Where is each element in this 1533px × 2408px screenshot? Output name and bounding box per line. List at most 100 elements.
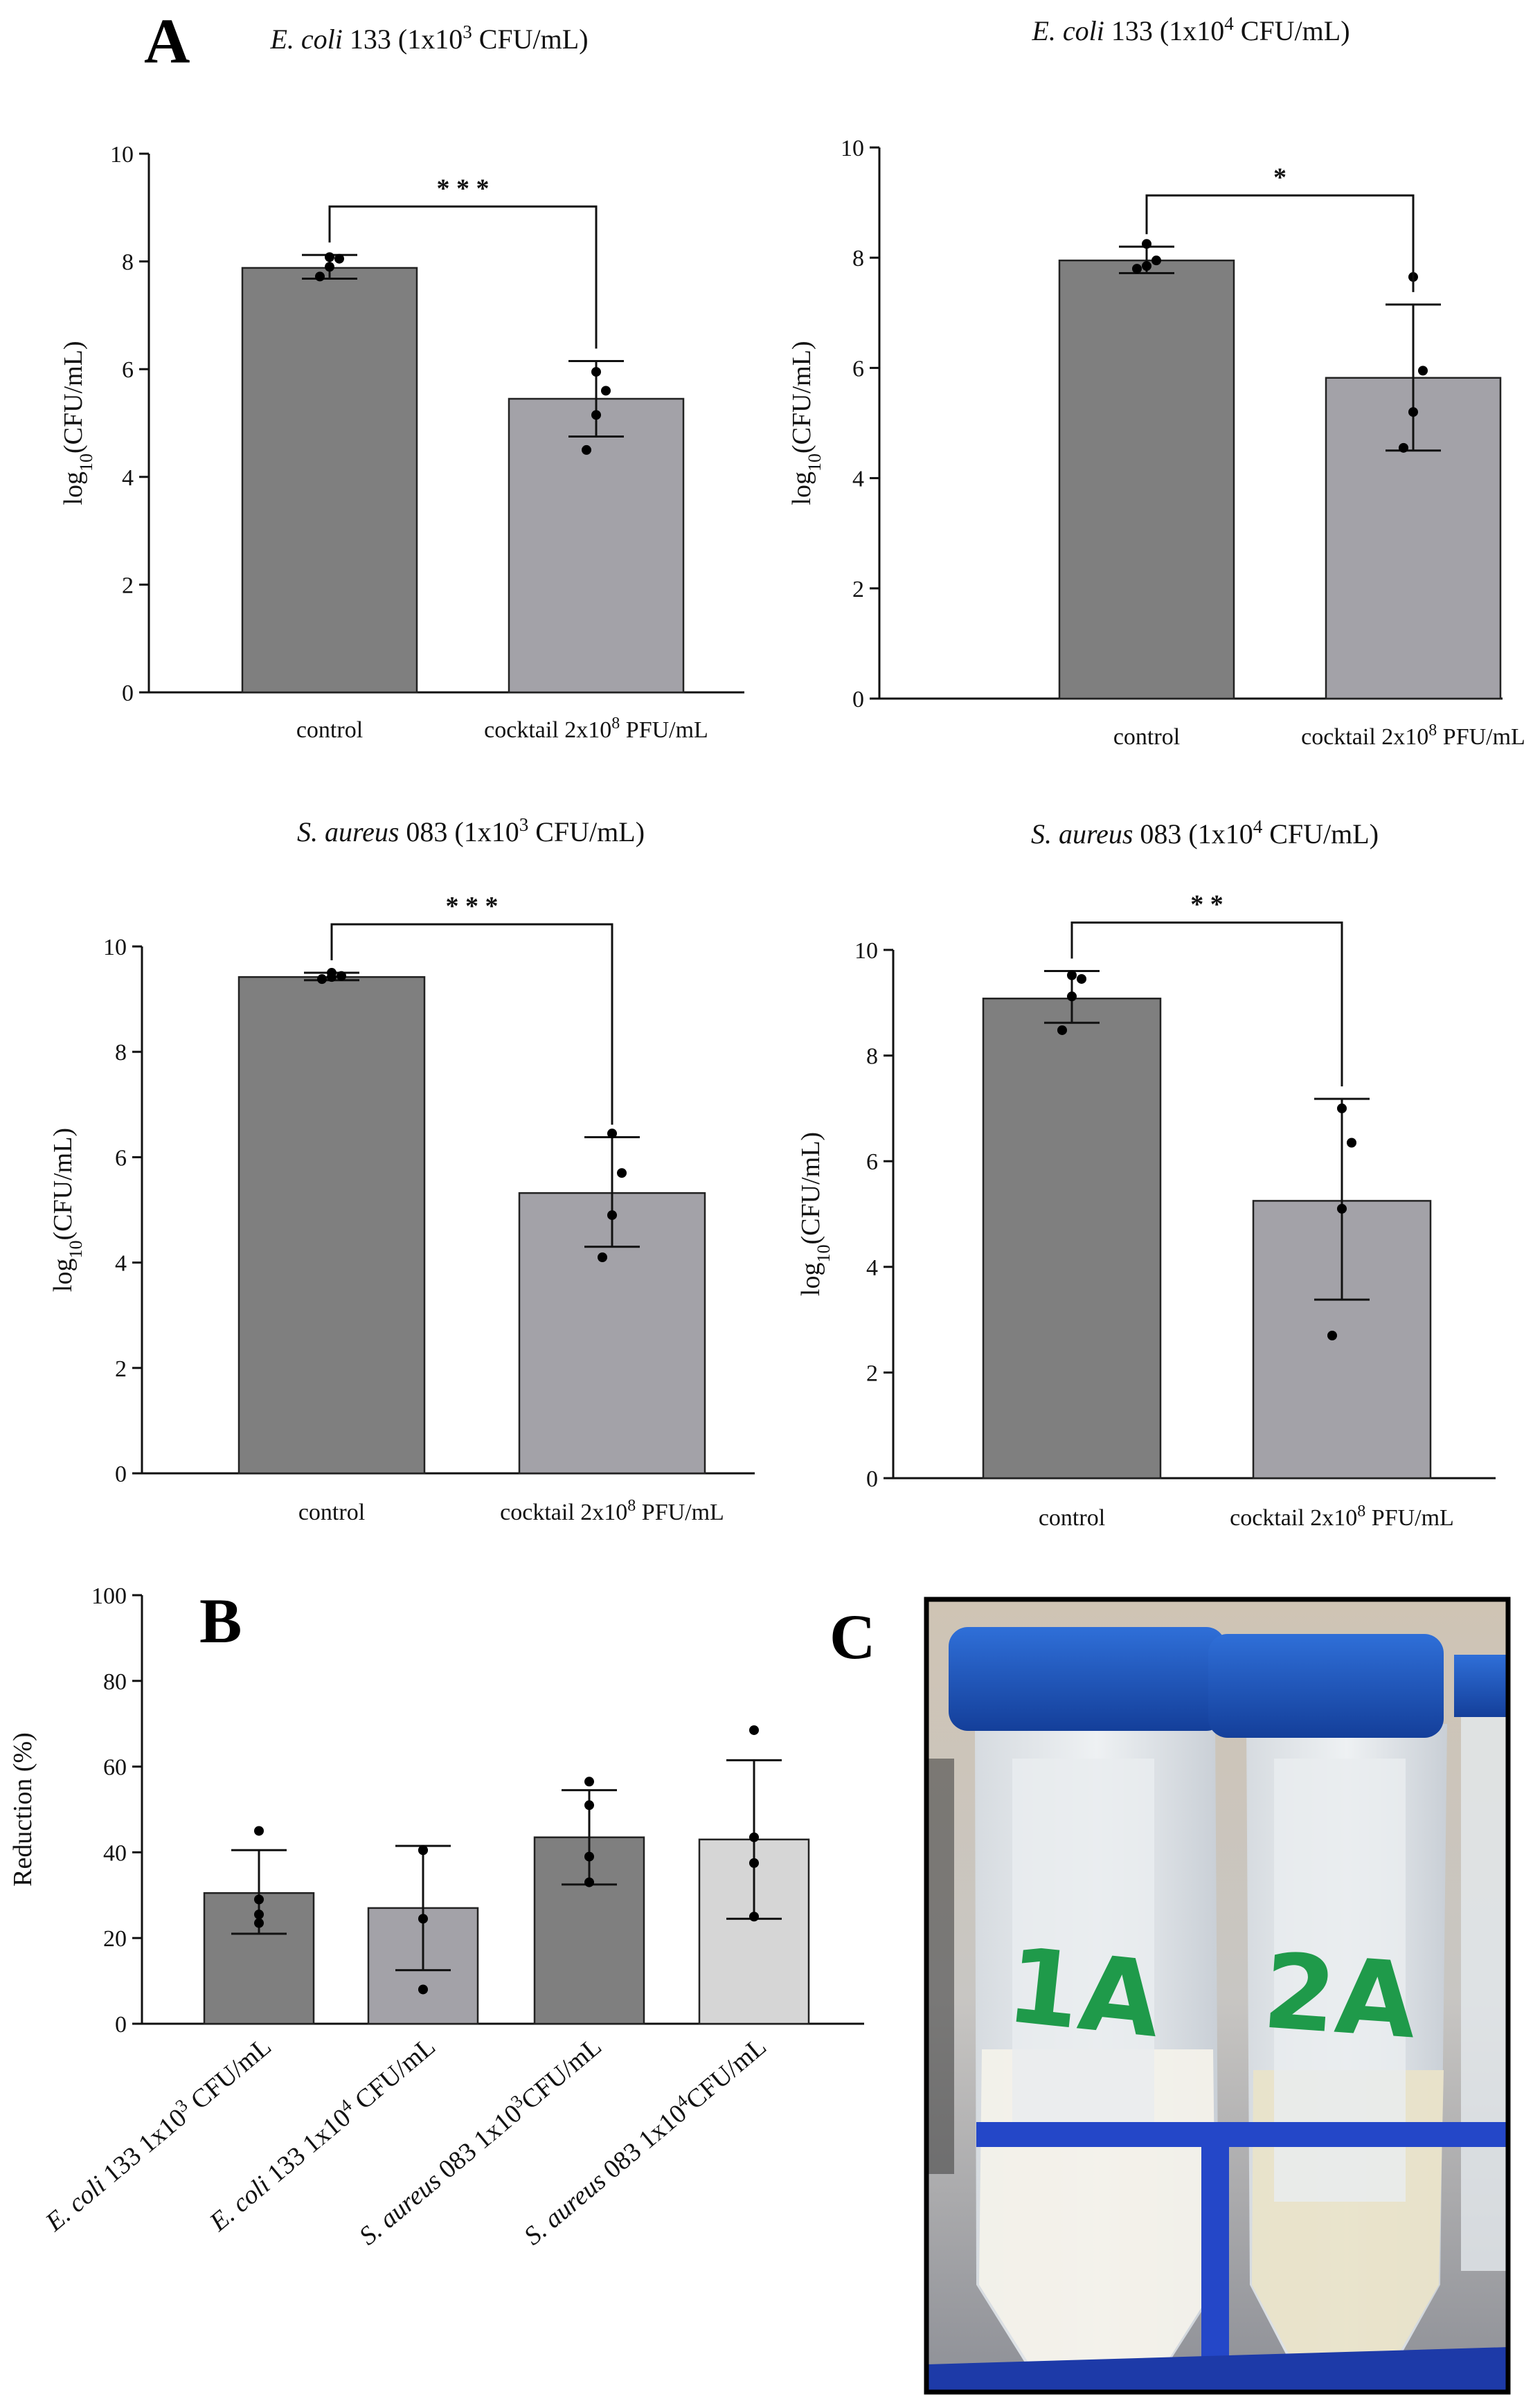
y-tick-label: 80 — [103, 1669, 127, 1695]
data-point — [1337, 1203, 1347, 1214]
data-point — [749, 1912, 759, 1922]
data-point — [1142, 239, 1151, 249]
y-tick-label: 20 — [103, 1926, 127, 1952]
bar — [508, 397, 685, 694]
data-point — [317, 974, 327, 985]
y-tick-label: 10 — [103, 935, 127, 960]
data-point — [327, 968, 337, 978]
y-tick-label: 8 — [852, 246, 864, 271]
data-point — [1132, 264, 1142, 274]
y-tick-label: 6 — [122, 357, 134, 383]
data-point — [1067, 991, 1077, 1002]
data-point — [1337, 1103, 1347, 1113]
tube-1: 1A — [949, 1627, 1226, 2371]
x-tick-label: control — [296, 717, 363, 743]
data-point — [749, 1858, 759, 1868]
photo-tubes: 1A 2A — [924, 1597, 1511, 2395]
panel-label-a: A — [144, 6, 190, 76]
data-point — [584, 1777, 594, 1787]
data-point — [584, 1800, 594, 1811]
data-point — [418, 1984, 428, 1995]
data-point — [254, 1918, 264, 1928]
x-tick-label: control — [298, 1500, 365, 1525]
panel-label-b: B — [199, 1585, 242, 1656]
chart-title: E. coli 133 (1x103 CFU/mL) — [269, 21, 588, 55]
y-axis-label: Reduction (%) — [8, 1732, 37, 1887]
y-tick-label: 2 — [852, 577, 864, 602]
x-tick-label: control — [1113, 724, 1180, 750]
data-point — [334, 253, 344, 264]
data-point — [337, 971, 346, 981]
chart-title: E. coli 133 (1x104 CFU/mL) — [1031, 13, 1350, 46]
y-tick-label: 10 — [854, 938, 878, 964]
y-tick-label: 2 — [115, 1356, 127, 1382]
data-point — [1347, 1138, 1356, 1148]
data-point — [325, 252, 334, 262]
significance-bracket — [1145, 194, 1415, 292]
data-point — [315, 271, 325, 282]
significance-bracket — [330, 923, 613, 1125]
data-point — [749, 1725, 759, 1735]
data-point — [1151, 255, 1161, 266]
data-point — [1057, 1025, 1067, 1035]
y-tick-label: 8 — [115, 1040, 127, 1066]
data-point — [1067, 970, 1077, 980]
data-point — [607, 1210, 617, 1221]
chart-saureus-1e4: S. aureus 083 (1x104 CFU/mL) 0 2 4 6 8 10 log10… — [796, 816, 1496, 1531]
y-tick-label: 4 — [115, 1251, 127, 1277]
significance-stars: * — [1273, 163, 1287, 192]
chart-title: S. aureus 083 (1x103 CFU/mL) — [297, 814, 645, 847]
data-point — [1327, 1330, 1337, 1340]
significance-stars: * * * — [446, 892, 499, 921]
y-tick-label: 0 — [115, 2012, 127, 2038]
y-tick-label: 0 — [115, 1462, 127, 1487]
y-tick-label: 6 — [866, 1149, 878, 1175]
y-tick-label: 8 — [866, 1044, 878, 1070]
y-tick-label: 6 — [852, 356, 864, 381]
bar — [982, 997, 1162, 1480]
chart-ecoli-1e3: E. coli 133 (1x103 CFU/mL) 0 2 4 6 8 10 log10(C… — [59, 21, 744, 743]
y-tick-label: 100 — [91, 1583, 127, 1609]
y-axis-label: log10(CFU/mL) — [48, 1128, 86, 1292]
data-point — [584, 1877, 594, 1887]
bar — [237, 976, 426, 1475]
data-point — [598, 1252, 607, 1262]
tube-rack — [928, 2122, 1508, 2392]
data-point — [617, 1168, 627, 1178]
panel-label-c: C — [830, 1601, 875, 1672]
x-tick-label: cocktail 2x108 PFU/mL — [1230, 1502, 1454, 1531]
x-tick-label: cocktail 2x108 PFU/mL — [500, 1497, 724, 1525]
data-point — [1399, 442, 1408, 453]
data-point — [325, 262, 334, 272]
y-tick-label: 0 — [866, 1466, 878, 1492]
y-tick-label: 6 — [115, 1145, 127, 1171]
data-point — [1077, 973, 1086, 984]
data-point — [418, 1845, 428, 1856]
data-point — [1142, 261, 1151, 271]
y-tick-label: 0 — [852, 687, 864, 712]
y-axis-label: log10(CFU/mL) — [787, 341, 825, 505]
chart-ecoli-1e4: E. coli 133 (1x104 CFU/mL) 0 2 4 6 8 10 log10(C… — [787, 13, 1525, 750]
y-tick-label: 8 — [122, 250, 134, 276]
y-tick-label: 10 — [841, 136, 864, 161]
data-point — [584, 1851, 594, 1862]
data-point — [254, 1894, 264, 1905]
significance-stars: * * * — [437, 174, 490, 203]
x-tick-label: control — [1039, 1505, 1105, 1531]
data-point — [418, 1914, 428, 1924]
x-tick-label: cocktail 2x108 PFU/mL — [484, 715, 708, 743]
y-tick-label: 10 — [110, 142, 134, 168]
y-tick-label: 4 — [122, 465, 134, 491]
tube-1-label: 1A — [1001, 1925, 1165, 2061]
data-point — [607, 1129, 617, 1139]
data-point — [591, 367, 601, 377]
y-axis-label: log10(CFU/mL) — [59, 341, 96, 505]
bar — [203, 1892, 315, 2025]
y-tick-label: 4 — [852, 467, 864, 492]
data-point — [591, 410, 601, 420]
data-point — [254, 1826, 264, 1836]
significance-bracket — [1070, 922, 1343, 1087]
data-point — [254, 1910, 264, 1920]
